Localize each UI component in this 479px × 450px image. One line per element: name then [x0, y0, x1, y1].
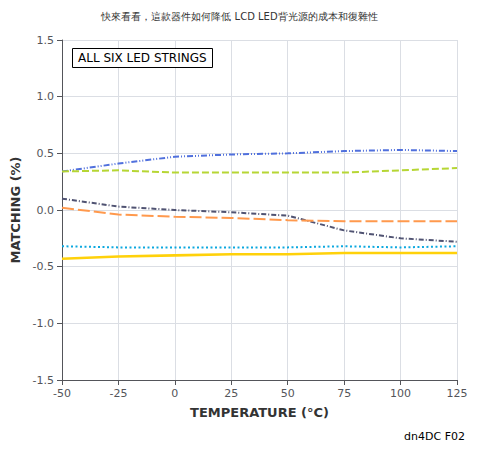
svg-text:-1.0: -1.0	[33, 317, 54, 330]
svg-text:1.0: 1.0	[37, 90, 55, 103]
svg-text:125: 125	[447, 387, 468, 400]
svg-text:dn4DC F02: dn4DC F02	[404, 430, 465, 443]
svg-text:75: 75	[337, 387, 351, 400]
svg-text:0: 0	[171, 387, 178, 400]
svg-text:1.5: 1.5	[37, 34, 55, 47]
svg-text:-25: -25	[109, 387, 127, 400]
svg-text:MATCHING (%): MATCHING (%)	[8, 156, 23, 263]
svg-text:-50: -50	[53, 387, 71, 400]
svg-text:ALL SIX LED STRINGS: ALL SIX LED STRINGS	[78, 51, 207, 65]
svg-text:25: 25	[224, 387, 238, 400]
svg-text:0.0: 0.0	[37, 204, 55, 217]
svg-text:0.5: 0.5	[37, 147, 55, 160]
svg-text:100: 100	[390, 387, 411, 400]
svg-text:-1.5: -1.5	[33, 374, 54, 387]
svg-text:TEMPERATURE (°C): TEMPERATURE (°C)	[190, 405, 329, 420]
svg-text:-0.5: -0.5	[33, 260, 54, 273]
svg-text:50: 50	[281, 387, 295, 400]
svg-text:快來看看，這款器件如何降低 LCD LED背光源的成本和復雜: 快來看看，這款器件如何降低 LCD LED背光源的成本和復雜性	[100, 11, 377, 22]
